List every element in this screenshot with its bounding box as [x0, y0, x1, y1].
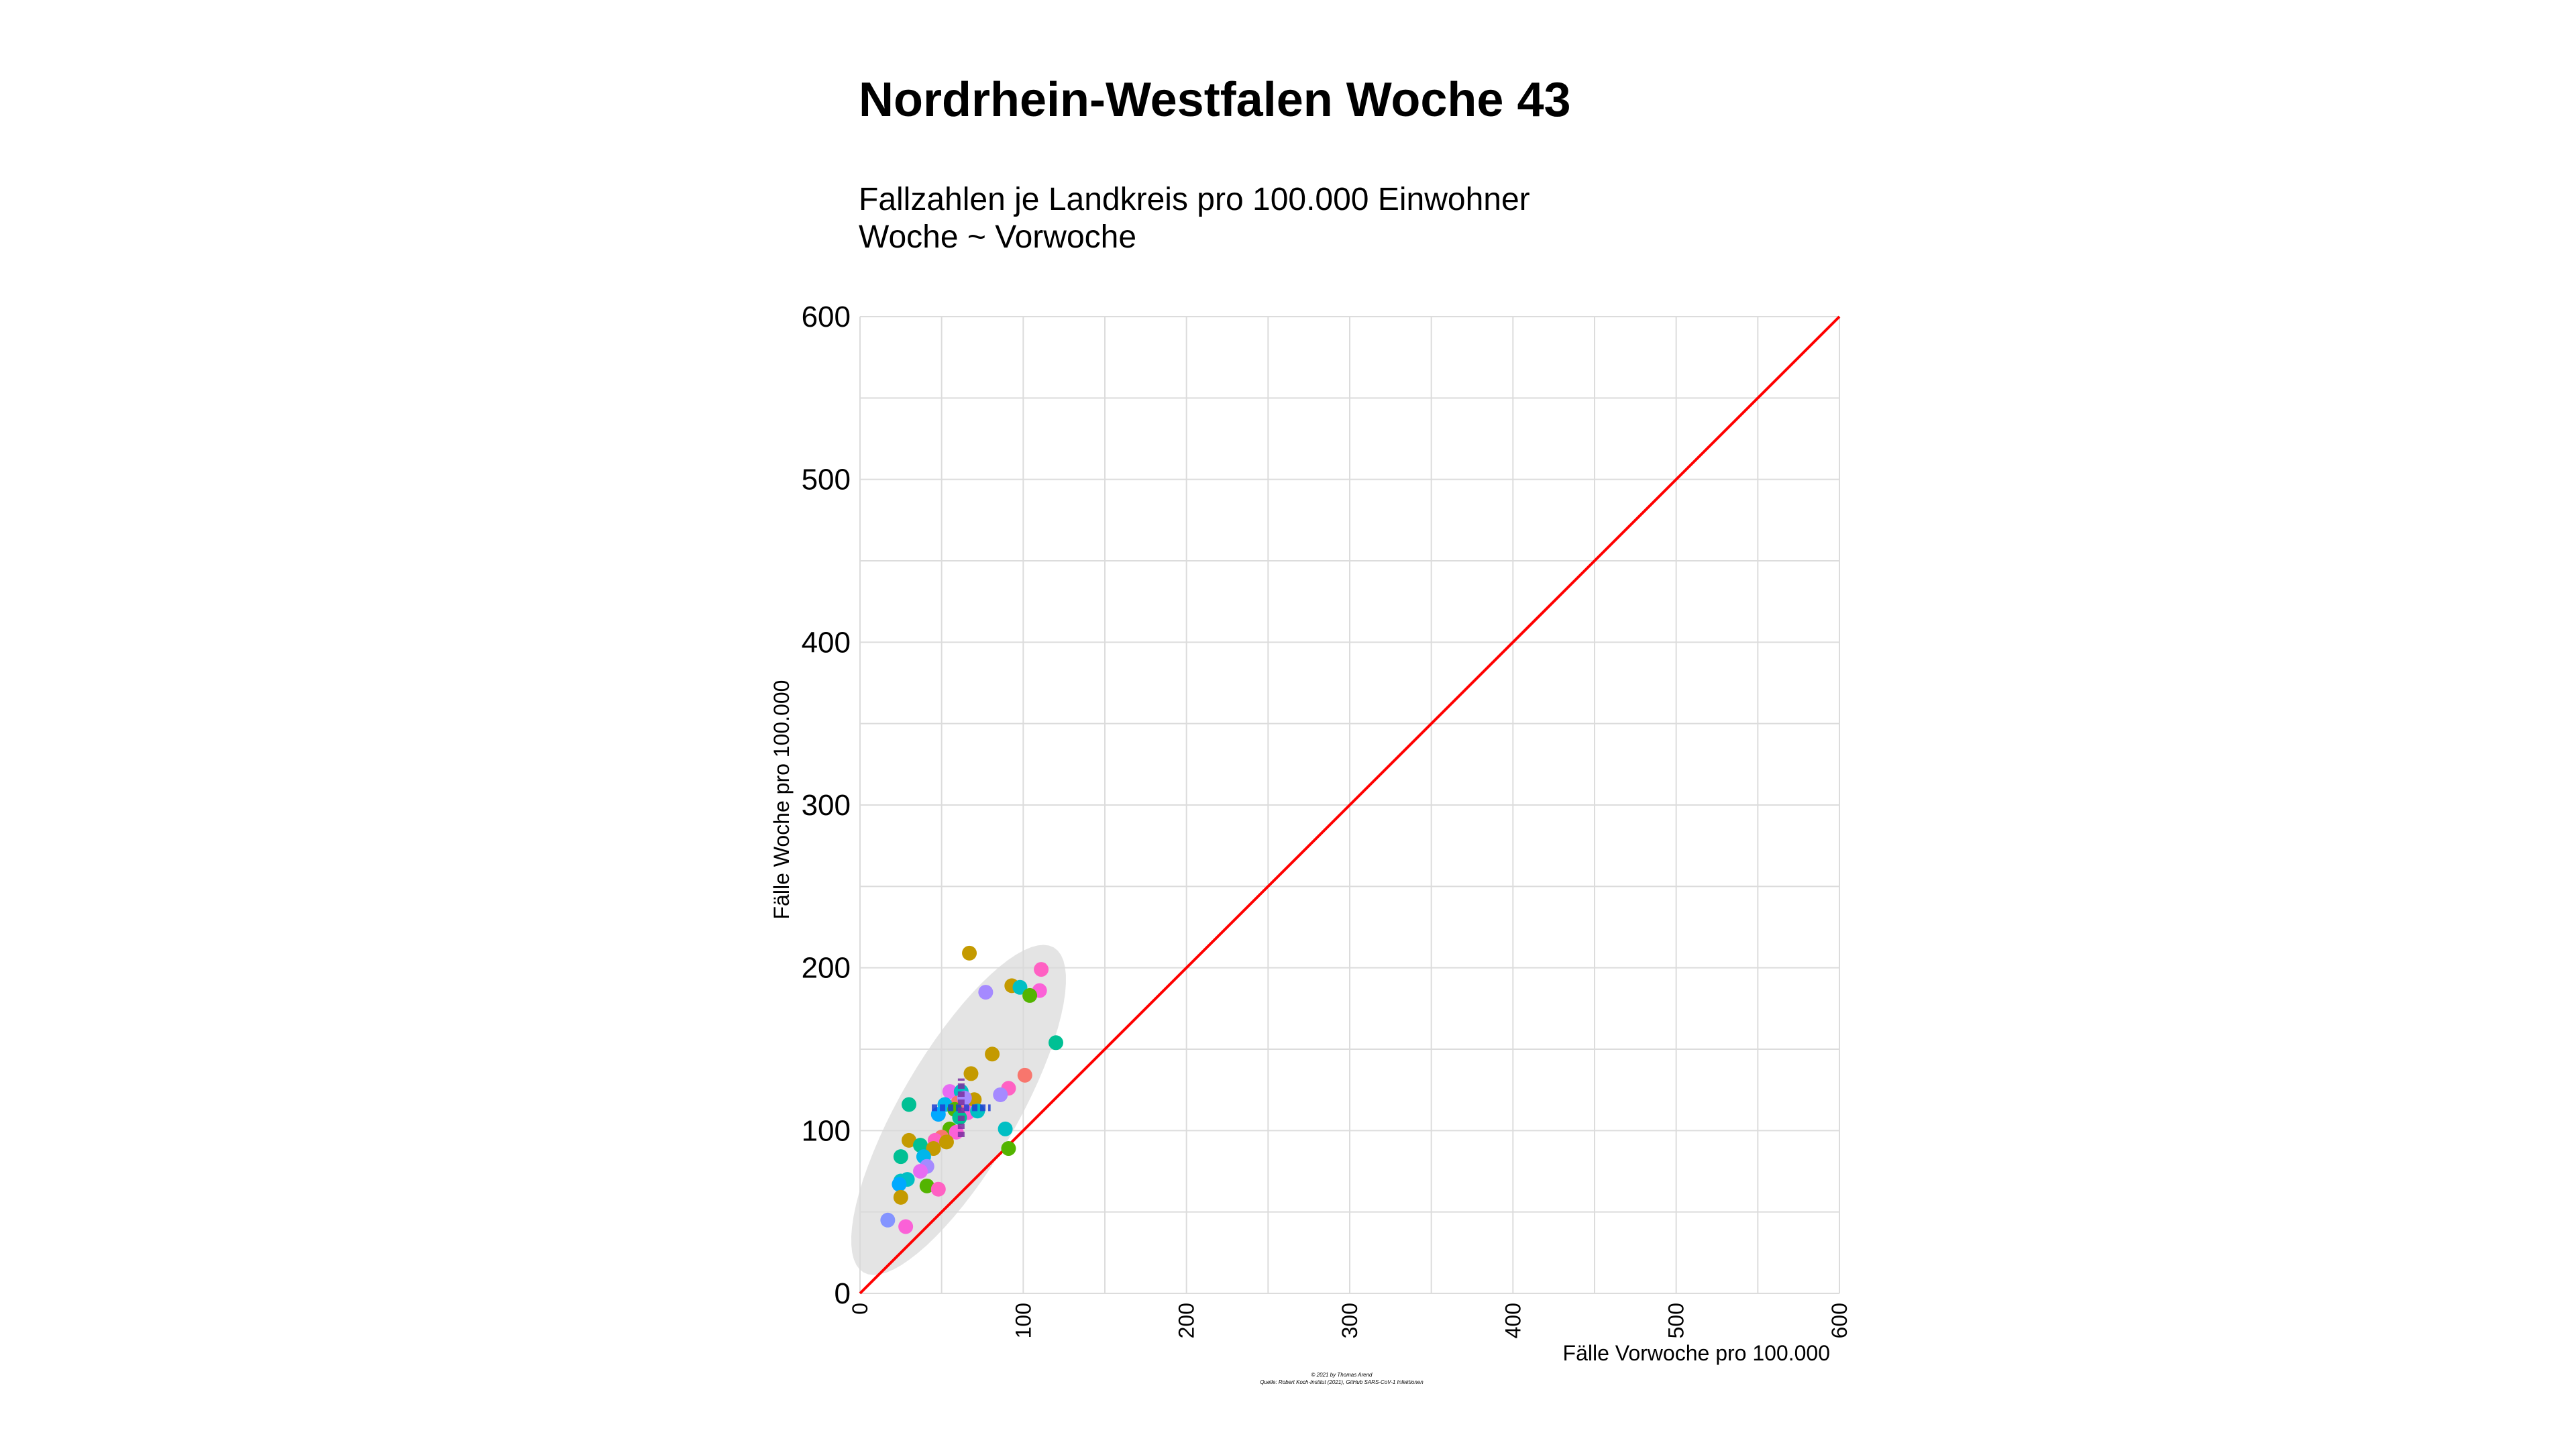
data-point	[902, 1097, 916, 1112]
reference-line-y-equals-x	[859, 315, 1841, 1295]
x-axis-label: Fälle Vorwoche pro 100.000	[1563, 1341, 1830, 1365]
data-point	[1017, 1067, 1032, 1083]
reference-line-layer	[859, 315, 1841, 1295]
subtitle-line-2: Woche ~ Vorwoche	[859, 219, 1137, 255]
data-point	[1034, 962, 1049, 977]
data-point	[962, 945, 977, 961]
mean-cross	[932, 1078, 991, 1138]
data-point	[963, 1066, 979, 1081]
y-tick-label: 0	[835, 1277, 851, 1310]
data-point	[926, 1141, 941, 1157]
x-tick-label: 100	[1011, 1303, 1035, 1338]
y-tick-label: 200	[802, 952, 851, 985]
data-point	[993, 1087, 1008, 1102]
data-point	[919, 1178, 934, 1193]
data-point	[1012, 979, 1028, 995]
data-point	[913, 1164, 928, 1179]
x-tick-label: 0	[848, 1303, 872, 1315]
data-point	[913, 1138, 928, 1153]
y-tick-label: 400	[802, 626, 851, 659]
data-point	[893, 1189, 908, 1205]
x-axis-ticks: 0 100 200 300 400 500 600	[848, 1303, 1851, 1338]
credit-line-2: Quelle: Robert Koch-Institut (2021), Git…	[1260, 1379, 1424, 1385]
y-tick-label: 100	[802, 1114, 851, 1147]
y-axis-label: Fälle Woche pro 100.000	[769, 680, 794, 920]
y-tick-label: 500	[802, 464, 851, 496]
data-point	[942, 1084, 957, 1099]
data-point	[898, 1219, 914, 1234]
x-tick-label: 500	[1664, 1303, 1688, 1338]
data-point	[902, 1132, 916, 1148]
y-tick-label: 300	[802, 789, 851, 822]
credit-line-1: © 2021 by Thomas Arend	[1311, 1372, 1373, 1378]
x-tick-label: 200	[1175, 1303, 1199, 1338]
grid-lines	[859, 316, 1840, 1294]
data-point	[998, 1121, 1013, 1136]
data-point	[1001, 1141, 1016, 1157]
data-point	[893, 1149, 908, 1165]
data-point	[1049, 1035, 1063, 1051]
subtitle-line-1: Fallzahlen je Landkreis pro 100.000 Einw…	[859, 182, 1530, 217]
data-point	[880, 1212, 896, 1228]
data-point	[892, 1177, 907, 1192]
chart-title: Nordrhein-Westfalen Woche 43	[859, 73, 1571, 127]
data-point	[1022, 987, 1038, 1003]
data-point	[985, 1046, 1000, 1062]
data-point	[938, 1134, 954, 1150]
data-point	[930, 1181, 946, 1197]
data-point	[978, 985, 994, 1000]
x-tick-label: 600	[1827, 1303, 1851, 1338]
x-tick-label: 400	[1501, 1303, 1525, 1338]
x-tick-label: 300	[1338, 1303, 1362, 1338]
y-axis-ticks: 0 100 200 300 400 500 600	[802, 301, 851, 1310]
chart-subtitle: Fallzahlen je Landkreis pro 100.000 Einw…	[859, 181, 1530, 256]
y-tick-label: 600	[802, 301, 851, 333]
